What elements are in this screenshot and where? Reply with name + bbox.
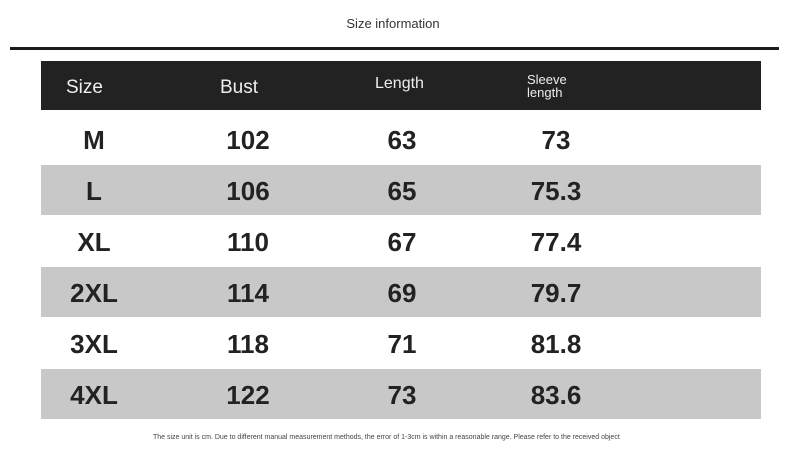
table-cell: 79.7	[530, 278, 582, 308]
header-length: Length	[375, 75, 424, 92]
table-cell: L	[86, 176, 102, 206]
table-row: XL 110 67 77.4	[41, 216, 761, 266]
table-cell: 71	[387, 329, 417, 359]
table-header: Size Bust Length Sleeve length	[41, 61, 761, 110]
table-row: 3XL 118 71 81.8	[41, 318, 761, 368]
divider	[10, 47, 779, 50]
table-cell: 118	[227, 329, 269, 359]
table-row: 2XL 114 69 79.7	[41, 267, 761, 317]
table-cell: 122	[226, 380, 270, 410]
table-cell: 4XL	[70, 380, 118, 410]
table-cell: 102	[226, 125, 270, 155]
table-cell: 65	[387, 176, 417, 206]
table-cell: 67	[387, 227, 417, 257]
table-cell: 73	[387, 380, 417, 410]
table-cell: 2XL	[70, 278, 118, 308]
header-bust: Bust	[220, 77, 259, 98]
table-cell: 75.3	[530, 176, 582, 206]
table-cell: 3XL	[70, 329, 118, 359]
table-row: M 102 63 73	[41, 114, 761, 164]
table-cell: 110	[227, 227, 269, 257]
page-title: Size information	[346, 16, 440, 31]
table-cell: XL	[77, 227, 111, 257]
table-cell: 83.6	[530, 380, 582, 410]
table-row: 4XL 122 73 83.6	[41, 369, 761, 419]
header-size: Size	[66, 77, 103, 98]
table-cell: M	[83, 125, 105, 155]
table-row: L 106 65 75.3	[41, 165, 761, 215]
table-cell: 106	[226, 176, 270, 206]
header-sleeve: Sleeve length	[527, 72, 567, 100]
table-cell: 114	[227, 278, 269, 308]
table-cell: 77.4	[530, 227, 582, 257]
table-cell: 81.8	[530, 329, 582, 359]
footnote: The size unit is cm. Due to different ma…	[153, 434, 620, 441]
table-cell: 63	[387, 125, 417, 155]
table-cell: 73	[541, 125, 571, 155]
table-cell: 69	[387, 278, 417, 308]
